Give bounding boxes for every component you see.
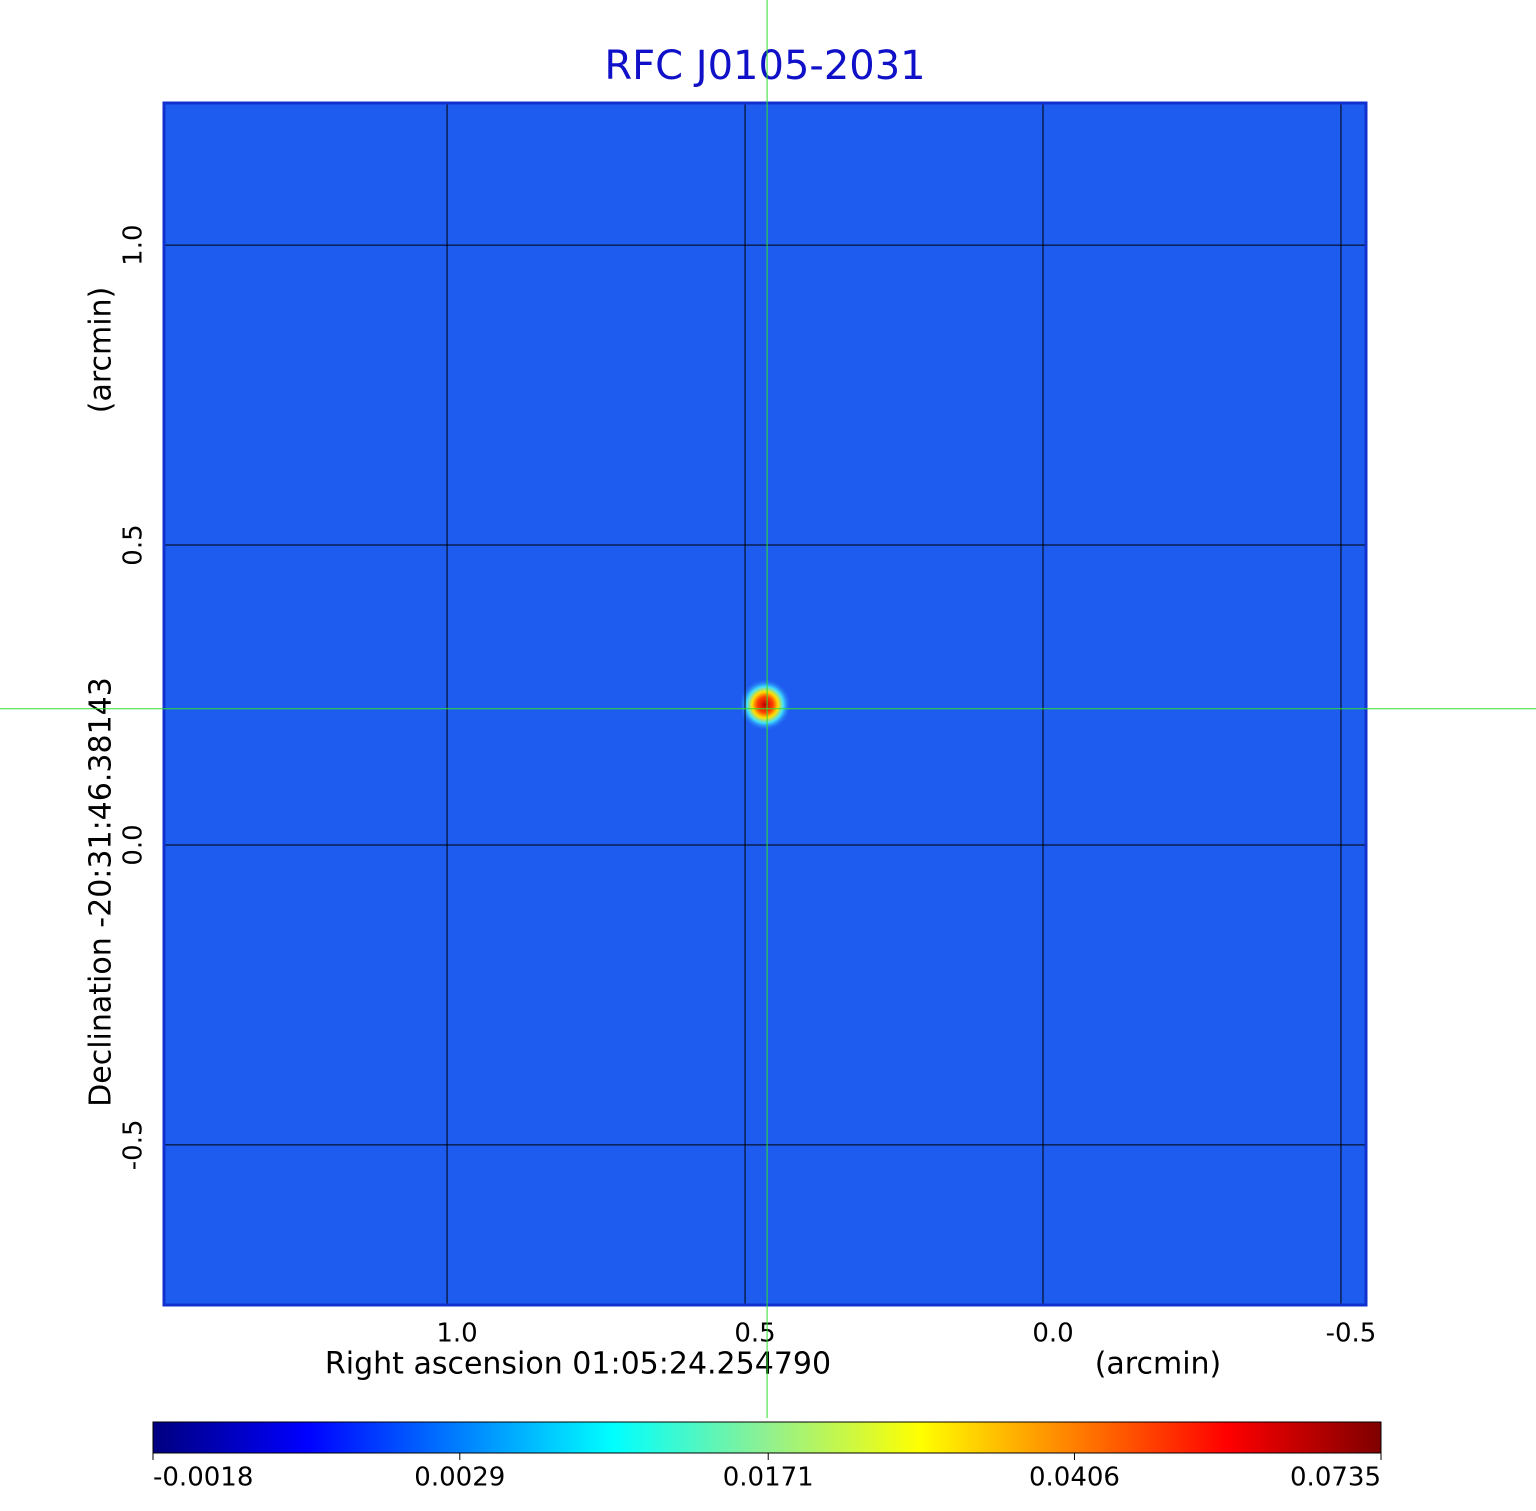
colorbar-tick-label: -0.0018 bbox=[153, 1463, 253, 1493]
y-tick-label: -0.5 bbox=[119, 1119, 149, 1170]
colorbar-tick-label: 0.0171 bbox=[723, 1463, 814, 1493]
x-tick-label: 0.0 bbox=[1032, 1319, 1073, 1349]
chart-title: RFC J0105-2031 bbox=[604, 43, 925, 89]
x-axis-unit: (arcmin) bbox=[1095, 1347, 1222, 1382]
x-tick-label: 0.5 bbox=[734, 1319, 775, 1349]
x-tick-label: -0.5 bbox=[1326, 1319, 1377, 1349]
x-tick-label: 1.0 bbox=[436, 1319, 477, 1349]
y-axis-label: Declination -20:31:46.38143 bbox=[84, 677, 119, 1107]
y-axis-unit: (arcmin) bbox=[84, 287, 119, 414]
colorbar bbox=[152, 1421, 1382, 1454]
colorbar-tick-label: 0.0735 bbox=[1290, 1463, 1381, 1493]
colorbar-tick-label: 0.0029 bbox=[414, 1463, 505, 1493]
y-tick-label: 0.0 bbox=[119, 824, 149, 865]
x-axis-label: Right ascension 01:05:24.254790 bbox=[325, 1347, 831, 1382]
y-tick-label: 0.5 bbox=[119, 524, 149, 565]
source-blob bbox=[739, 678, 792, 731]
y-tick-label: 1.0 bbox=[119, 224, 149, 265]
colorbar-tick-label: 0.0406 bbox=[1029, 1463, 1120, 1493]
plot-frame bbox=[162, 101, 1368, 1307]
